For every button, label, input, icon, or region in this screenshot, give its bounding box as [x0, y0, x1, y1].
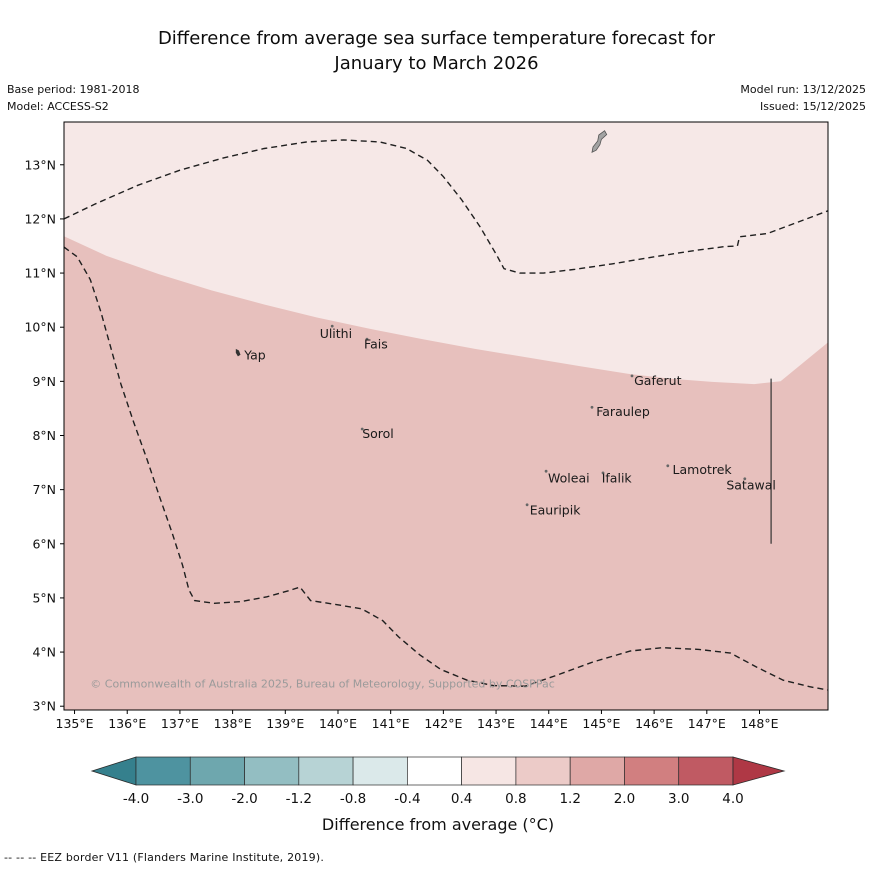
island-marker-sorol: [360, 427, 364, 431]
colorbar-segment-7: [515, 756, 571, 786]
colorbar-tick-label: -1.2: [286, 791, 312, 807]
colorbar-tick-label: 3.0: [668, 791, 689, 807]
eez-border-segment-0: [64, 139, 828, 274]
island-marker-ulithi: [330, 324, 334, 328]
chart-title: Difference from average sea surface temp…: [0, 26, 873, 76]
sst-anomaly-map: Yap Ulithi Fais Sorol Gaferut Faraulep Woleai I…: [24, 121, 829, 731]
colorbar-tick-label: 2.0: [614, 791, 635, 807]
colorbar-segment-2: [244, 756, 300, 786]
x-tick-label: 143°E: [477, 716, 515, 731]
y-tick-label: 13°N: [24, 157, 56, 172]
island-label-ulithi: Ulithi: [320, 326, 352, 341]
island-label-gaferut: Gaferut: [634, 373, 681, 388]
colorbar-tick-label: 0.4: [451, 791, 472, 807]
map-plot-area: Yap Ulithi Fais Sorol Gaferut Faraulep Woleai I…: [64, 122, 828, 710]
colorbar-tick-label: -0.4: [394, 791, 420, 807]
x-tick-label: 146°E: [635, 716, 673, 731]
colorbar-tick-label: 4.0: [722, 791, 743, 807]
colorbar-title: Difference from average (°C): [322, 815, 554, 834]
colorbar-segment-10: [678, 756, 734, 786]
island-label-faraulep: Faraulep: [596, 404, 650, 419]
y-tick-label: 9°N: [32, 374, 56, 389]
island-marker-satawal: [743, 477, 747, 481]
eez-legend-note: -- -- -- EEZ border V11 (Flanders Marine…: [4, 851, 325, 864]
x-tick-label: 136°E: [108, 716, 146, 731]
x-tick-label: 140°E: [319, 716, 357, 731]
yap-island-shape: [235, 348, 241, 357]
island-marker-fais: [365, 337, 369, 341]
y-tick-label: 12°N: [24, 211, 56, 226]
x-tick-label: 141°E: [372, 716, 410, 731]
y-tick-label: 5°N: [32, 590, 56, 605]
x-tick-label: 139°E: [266, 716, 304, 731]
colorbar-tick-label: -2.0: [231, 791, 257, 807]
colorbar: -4.0 -3.0 -2.0 -1.2 -0.8 -0.4 0.4 0.8 1.2 2.0 3.0 4…: [90, 756, 786, 834]
meta-left: Base period: 1981-2018 Model: ACCESS-S2: [7, 81, 139, 115]
island-label-eauripik: Eauripik: [530, 503, 581, 518]
x-tick-label: 144°E: [530, 716, 568, 731]
x-tick-label: 145°E: [582, 716, 620, 731]
colorbar-tick-label: 1.2: [559, 791, 580, 807]
x-tick-label: 142°E: [424, 716, 462, 731]
y-tick-label: 6°N: [32, 536, 56, 551]
colorbar-arrow-right: [732, 756, 786, 786]
y-tick-label: 11°N: [24, 266, 56, 281]
x-tick-label: 138°E: [214, 716, 252, 731]
y-tick-label: 10°N: [24, 320, 56, 335]
base-period-text: Base period: 1981-2018: [7, 83, 140, 96]
colorbar-arrow-left: [90, 756, 137, 786]
y-tick-label: 8°N: [32, 428, 56, 443]
chart-title-line2: January to March 2026: [334, 53, 539, 74]
y-tick-label: 7°N: [32, 482, 56, 497]
x-tick-label: 148°E: [740, 716, 778, 731]
island-label-ifalik: Ifalik: [602, 471, 633, 486]
colorbar-tick-label: -4.0: [123, 791, 149, 807]
colorbar-tick-label: -3.0: [177, 791, 203, 807]
guam-island: [591, 130, 608, 154]
eez-border-segment-1: [64, 246, 828, 691]
y-tick-label: 3°N: [32, 699, 56, 714]
island-label-sorol: Sorol: [362, 426, 394, 441]
x-tick-label: 137°E: [161, 716, 199, 731]
map-copyright: © Commonwealth of Australia 2025, Bureau…: [90, 677, 554, 690]
island-marker-faraulep: [590, 405, 594, 409]
island-label-satawal: Satawal: [726, 478, 776, 493]
island-label-fais: Fais: [364, 336, 388, 351]
colorbar-segment-1: [189, 756, 245, 786]
colorbar-segment-8: [569, 756, 625, 786]
colorbar-tick-label: 0.8: [505, 791, 526, 807]
plot-frame: [63, 121, 829, 711]
colorbar-segment-3: [298, 756, 354, 786]
model-run-text: Model run: 13/12/2025: [740, 83, 866, 96]
island-marker-eauripik: [525, 503, 529, 507]
x-tick-label: 147°E: [688, 716, 726, 731]
island-marker-woleai: [544, 469, 548, 473]
x-tick-label: 135°E: [56, 716, 94, 731]
island-marker-ifalik: [601, 471, 605, 475]
model-text: Model: ACCESS-S2: [7, 100, 109, 113]
colorbar-segment-9: [624, 756, 680, 786]
issued-text: Issued: 15/12/2025: [759, 100, 866, 113]
y-tick-label: 4°N: [32, 645, 56, 660]
anomaly-region-dark: [64, 236, 828, 710]
colorbar-segment-0: [135, 756, 191, 786]
island-marker-gaferut: [630, 374, 634, 378]
island-label-lamotrek: Lamotrek: [673, 462, 733, 477]
colorbar-tick-label: -0.8: [340, 791, 366, 807]
colorbar-segment-4: [352, 756, 408, 786]
colorbar-segment-5: [407, 756, 462, 786]
meta-right: Model run: 13/12/2025 Issued: 15/12/2025: [740, 81, 866, 115]
island-label-yap: Yap: [243, 348, 266, 363]
colorbar-segment-6: [461, 756, 517, 786]
island-marker-lamotrek: [666, 464, 670, 468]
island-label-woleai: Woleai: [548, 471, 590, 486]
chart-title-line1: Difference from average sea surface temp…: [157, 28, 716, 49]
